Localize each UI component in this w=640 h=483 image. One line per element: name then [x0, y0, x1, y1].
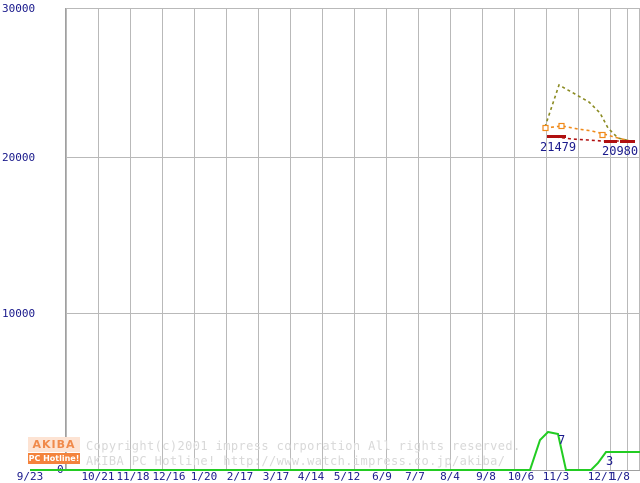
- x-tick-label: 9/23: [16, 470, 44, 483]
- site-url-text: AKIBA PC Hotline! http://www.watch.impre…: [86, 454, 506, 468]
- x-tick-label: 2/17: [226, 470, 254, 483]
- akiba-logo-top-text: AKIBA: [28, 437, 80, 452]
- x-tick-label: 1/20: [190, 470, 218, 483]
- y-tick-label: 10000: [2, 307, 36, 320]
- x-tick-label: 6/9: [372, 470, 392, 483]
- gridline-vertical: [290, 8, 291, 470]
- gridline-vertical: [418, 8, 419, 470]
- gridline-vertical: [450, 8, 451, 470]
- x-tick-label: 10/6: [507, 470, 535, 483]
- gridline-horizontal: [66, 157, 640, 158]
- gridline-vertical: [578, 8, 579, 470]
- akiba-logo: AKIBA PC Hotline!: [28, 437, 80, 467]
- gridline-vertical: [98, 8, 99, 470]
- copyright-text: Copyright(c)2001 impress corporation All…: [86, 439, 521, 453]
- min-price-label: 21479: [540, 140, 577, 154]
- x-tick-label: 1/8: [610, 470, 630, 483]
- count-peak-label: 7: [558, 433, 566, 447]
- x-tick-label: 3/17: [262, 470, 290, 483]
- gridline-vertical: [322, 8, 323, 470]
- gridline-vertical: [610, 8, 611, 470]
- akiba-logo-bottom-text: PC Hotline!: [28, 453, 80, 464]
- gridline-vertical: [627, 8, 628, 470]
- y-tick-label: 20000: [2, 151, 36, 164]
- gridline-vertical: [226, 8, 227, 470]
- plot-area: [66, 8, 640, 471]
- x-tick-label: 7/7: [405, 470, 425, 483]
- gridline-vertical: [130, 8, 131, 470]
- gridline-horizontal: [66, 8, 640, 9]
- x-tick-label: 10/21: [81, 470, 115, 483]
- y-axis-line: [65, 8, 66, 471]
- x-tick-label: 11/18: [116, 470, 150, 483]
- gridline-vertical: [194, 8, 195, 470]
- gridline-vertical: [514, 8, 515, 470]
- x-tick-label: 4/14: [297, 470, 325, 483]
- gridline-vertical: [482, 8, 483, 470]
- gridline-vertical: [386, 8, 387, 470]
- x-tick-label: 8/4: [440, 470, 460, 483]
- gridline-vertical: [354, 8, 355, 470]
- count-current-label: 3: [606, 454, 614, 468]
- last-price-label: 20980: [602, 144, 639, 158]
- gridline-vertical: [66, 8, 67, 470]
- y-tick-label: 30000: [2, 2, 36, 15]
- watermark: AKIBA PC Hotline! Copyright(c)2001 impre…: [28, 437, 628, 469]
- gridline-horizontal: [66, 313, 640, 314]
- gridline-vertical: [258, 8, 259, 470]
- gridline-vertical: [162, 8, 163, 470]
- gridline-vertical: [546, 8, 547, 470]
- x-tick-label: 12/16: [152, 470, 186, 483]
- x-tick-label: 11/3: [542, 470, 570, 483]
- x-tick-label: 5/12: [333, 470, 361, 483]
- x-tick-label: 9/8: [476, 470, 496, 483]
